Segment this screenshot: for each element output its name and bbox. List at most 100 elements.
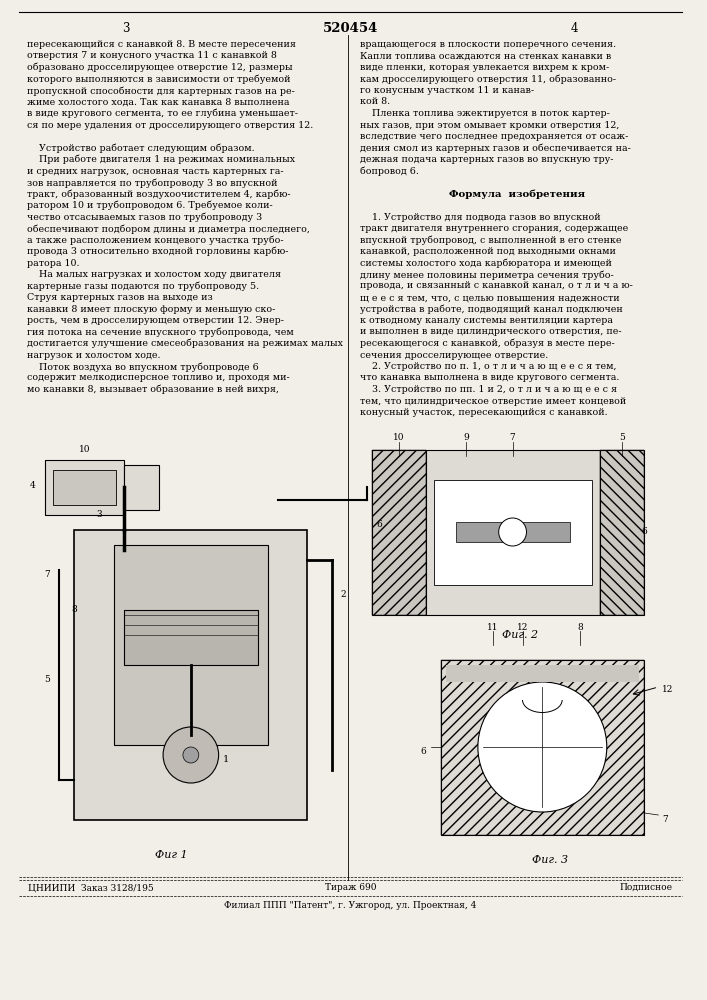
Text: ратора 10.: ратора 10. [27, 258, 79, 267]
Text: На малых нагрузках и холостом ходу двигателя: На малых нагрузках и холостом ходу двига… [27, 270, 281, 279]
Text: 10: 10 [393, 434, 404, 442]
Text: 520454: 520454 [323, 22, 378, 35]
Text: 11: 11 [487, 622, 498, 632]
Text: обеспечивают подбором длины и диаметра последнего,: обеспечивают подбором длины и диаметра п… [27, 224, 310, 233]
Text: канавкой, расположенной под выходными окнами: канавкой, расположенной под выходными ок… [360, 247, 616, 256]
Text: Фиг. 2: Фиг. 2 [503, 630, 539, 640]
Text: Формула  изобретения: Формула изобретения [449, 190, 585, 199]
Text: 1: 1 [223, 756, 228, 764]
Text: го конусным участком 11 и канав-: го конусным участком 11 и канав- [360, 86, 534, 95]
Circle shape [478, 682, 607, 812]
Text: Струя картерных газов на выходе из: Струя картерных газов на выходе из [27, 293, 212, 302]
Text: 8: 8 [71, 605, 77, 614]
Text: Филиал ППП "Патент", г. Ужгород, ул. Проектная, 4: Филиал ППП "Патент", г. Ужгород, ул. Про… [224, 901, 477, 910]
Bar [124, 465, 158, 510]
Text: 4: 4 [30, 481, 35, 489]
Text: и выполнен в виде цилиндрического отверстия, пе-: и выполнен в виде цилиндрического отверс… [360, 328, 621, 336]
Text: что канавка выполнена в виде кругового сегмента.: что канавка выполнена в виде кругового с… [360, 373, 619, 382]
Text: тракт, образованный воздухоочистителем 4, карбю-: тракт, образованный воздухоочистителем 4… [27, 190, 291, 199]
Text: провода, и связанный с канавкой канал, о т л и ч а ю-: провода, и связанный с канавкой канал, о… [360, 282, 633, 290]
Text: содержит мелкодисперсное топливо и, проходя ми-: содержит мелкодисперсное топливо и, прох… [27, 373, 289, 382]
Text: пропускной способности для картерных газов на ре-: пропускной способности для картерных газ… [27, 86, 295, 96]
Text: кой 8.: кой 8. [360, 98, 390, 106]
Bar [52, 470, 116, 505]
Text: жиме холостого хода. Так как канавка 8 выполнена: жиме холостого хода. Так как канавка 8 в… [27, 98, 289, 106]
Text: 9: 9 [463, 434, 469, 442]
Text: рость, чем в дросселирующем отверстии 12. Энер-: рость, чем в дросселирующем отверстии 12… [27, 316, 284, 325]
Bar [426, 450, 600, 615]
Text: мо канавки 8, вызывает образование в ней вихря,: мо канавки 8, вызывает образование в ней… [27, 385, 279, 394]
Text: 5: 5 [619, 434, 624, 442]
Bar [446, 665, 640, 682]
Text: 6: 6 [421, 747, 426, 756]
Text: 8: 8 [577, 622, 583, 632]
Text: Пленка топлива эжектируется в поток картер-: Пленка топлива эжектируется в поток карт… [360, 109, 609, 118]
Bar [372, 450, 426, 615]
Text: которого выполняются в зависимости от требуемой: которого выполняются в зависимости от тр… [27, 75, 290, 84]
Text: 3: 3 [96, 510, 102, 519]
Text: нагрузок и холостом ходе.: нагрузок и холостом ходе. [27, 351, 160, 360]
Text: виде пленки, которая увлекается вихрем к кром-: виде пленки, которая увлекается вихрем к… [360, 63, 609, 72]
Text: 2. Устройство по п. 1, о т л и ч а ю щ е е с я тем,: 2. Устройство по п. 1, о т л и ч а ю щ е… [360, 362, 616, 371]
Text: кам дросселирующего отверстия 11, образованно-: кам дросселирующего отверстия 11, образо… [360, 75, 616, 84]
Text: Поток воздуха во впускном трубопроводе 6: Поток воздуха во впускном трубопроводе 6 [27, 362, 258, 371]
Bar [600, 450, 645, 615]
Text: Капли топлива осаждаются на стенках канавки в: Капли топлива осаждаются на стенках кана… [360, 51, 611, 60]
Text: устройства в работе, подводящий канал подключен: устройства в работе, подводящий канал по… [360, 304, 622, 314]
Bar [74, 530, 308, 820]
Text: а также расположением концевого участка трубо-: а также расположением концевого участка … [27, 235, 284, 245]
Bar [372, 450, 426, 615]
Bar [600, 450, 645, 615]
Text: конусный участок, пересекающийся с канавкой.: конусный участок, пересекающийся с канав… [360, 408, 607, 417]
Bar [114, 545, 268, 745]
Text: отверстия 7 и конусного участка 11 с канавкой 8: отверстия 7 и конусного участка 11 с кан… [27, 51, 276, 60]
Text: При работе двигателя 1 на режимах номинальных: При работе двигателя 1 на режимах номина… [27, 155, 295, 164]
Circle shape [183, 747, 199, 763]
Text: чество отсасываемых газов по трубопроводу 3: чество отсасываемых газов по трубопровод… [27, 213, 262, 222]
Text: достигается улучшение смесеобразования на режимах малых: достигается улучшение смесеобразования н… [27, 339, 343, 349]
Text: 4: 4 [571, 22, 578, 35]
Text: образовано дросселирующее отверстие 12, размеры: образовано дросселирующее отверстие 12, … [27, 63, 292, 73]
Text: 3. Устройство по пп. 1 и 2, о т л и ч а ю щ е е с я: 3. Устройство по пп. 1 и 2, о т л и ч а … [360, 385, 617, 394]
Text: 7: 7 [662, 815, 668, 824]
Text: дежная подача картерных газов во впускную тру-: дежная подача картерных газов во впускну… [360, 155, 613, 164]
Text: ресекающегося с канавкой, образуя в месте пере-: ресекающегося с канавкой, образуя в мест… [360, 339, 614, 349]
Text: Устройство работает следующим образом.: Устройство работает следующим образом. [27, 143, 255, 153]
Text: ратором 10 и трубопроводом 6. Требуемое коли-: ратором 10 и трубопроводом 6. Требуемое … [27, 201, 272, 211]
Text: и средних нагрузок, основная часть картерных га-: и средних нагрузок, основная часть карте… [27, 166, 284, 176]
Text: 6: 6 [641, 528, 648, 536]
Text: 5: 5 [45, 675, 50, 684]
Bar [45, 460, 124, 515]
Text: системы холостого хода карбюратора и имеющей: системы холостого хода карбюратора и име… [360, 258, 612, 268]
Text: картерные газы подаются по трубопроводу 5.: картерные газы подаются по трубопроводу … [27, 282, 259, 291]
Text: 1. Устройство для подвода газов во впускной: 1. Устройство для подвода газов во впуск… [360, 213, 600, 222]
Text: канавки 8 имеет плоскую форму и меньшую ско-: канавки 8 имеет плоскую форму и меньшую … [27, 304, 275, 314]
Text: дения смол из картерных газов и обеспечивается на-: дения смол из картерных газов и обеспечи… [360, 143, 631, 153]
Bar [441, 660, 645, 835]
Text: 2: 2 [340, 590, 346, 599]
Text: 12: 12 [517, 622, 528, 632]
Text: в виде кругового сегмента, то ее глубина уменьшает-: в виде кругового сегмента, то ее глубина… [27, 109, 298, 118]
Text: вращающегося в плоскости поперечного сечения.: вращающегося в плоскости поперечного сеч… [360, 40, 616, 49]
Text: Фиг. 3: Фиг. 3 [532, 855, 568, 865]
Text: 3: 3 [122, 22, 130, 35]
Text: ных газов, при этом омывает кромки отверстия 12,: ных газов, при этом омывает кромки отвер… [360, 120, 619, 129]
Text: 12: 12 [662, 685, 674, 694]
Text: Тираж 690: Тираж 690 [325, 883, 376, 892]
Text: провода 3 относительно входной горловины карбю-: провода 3 относительно входной горловины… [27, 247, 288, 256]
Circle shape [498, 518, 527, 546]
Bar [456, 522, 570, 542]
Text: гия потока на сечение впускного трубопровода, чем: гия потока на сечение впускного трубопро… [27, 328, 293, 337]
Text: щ е е с я тем, что, с целью повышения надежности: щ е е с я тем, что, с целью повышения на… [360, 293, 619, 302]
Text: ЦНИИПИ  Заказ 3128/195: ЦНИИПИ Заказ 3128/195 [28, 883, 154, 892]
Text: тракт двигателя внутреннего сгорания, содержащее: тракт двигателя внутреннего сгорания, со… [360, 224, 628, 233]
Text: 7: 7 [510, 434, 515, 442]
Text: бопровод 6.: бопровод 6. [360, 166, 419, 176]
Text: к отводному каналу системы вентиляции картера: к отводному каналу системы вентиляции ка… [360, 316, 612, 325]
Text: длину менее половины периметра сечения трубо-: длину менее половины периметра сечения т… [360, 270, 614, 279]
Circle shape [163, 727, 218, 783]
Text: зов направляется по трубопроводу 3 во впускной: зов направляется по трубопроводу 3 во вп… [27, 178, 277, 188]
Text: Подписное: Подписное [620, 883, 673, 892]
Bar [441, 660, 645, 835]
Text: сечения дросселирующее отверстие.: сечения дросселирующее отверстие. [360, 351, 548, 360]
